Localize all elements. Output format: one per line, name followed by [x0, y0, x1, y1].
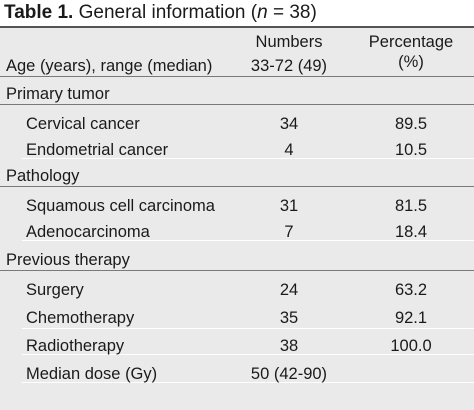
row-percentage: 63.2 — [394, 281, 428, 299]
table-row: Pathology — [0, 164, 474, 188]
row-label: Cervical cancer — [26, 115, 140, 133]
row-label: Squamous cell carcinoma — [26, 197, 215, 215]
row-label: Median dose (Gy) — [26, 365, 158, 383]
row-percentage: 92.1 — [394, 309, 428, 327]
row-number: 50 (42-90) — [250, 365, 328, 383]
table-label: Table 1. — [4, 2, 74, 23]
row-label: Chemotherapy — [26, 309, 135, 327]
column-header-percentage-line2: (%) — [398, 53, 424, 71]
table-row: Median dose (Gy) 50 (42-90) — [0, 362, 474, 386]
row-label: Previous therapy — [6, 251, 130, 269]
group-divider — [0, 186, 474, 187]
row-label: Endometrial cancer — [26, 141, 169, 159]
column-header-percentage: Percentage (%) — [352, 32, 470, 72]
row-number: 4 — [284, 141, 294, 159]
table-row: Primary tumor — [0, 82, 474, 106]
row-label: Primary tumor — [6, 85, 110, 103]
row-label: Surgery — [26, 281, 84, 299]
group-divider — [0, 76, 474, 77]
row-number: 34 — [279, 115, 299, 133]
caption-text-after: = 38) — [267, 2, 317, 23]
table-row: Adenocarcinoma 7 18.4 — [0, 220, 474, 244]
row-label: Pathology — [6, 167, 80, 185]
row-label: Age (years), range (median) — [6, 57, 213, 75]
row-divider — [22, 158, 474, 159]
group-divider — [0, 270, 474, 271]
row-divider — [22, 354, 474, 355]
table-row: Radiotherapy 38 100.0 — [0, 334, 474, 358]
row-percentage: 89.5 — [394, 115, 428, 133]
caption-n-symbol: n — [257, 2, 268, 23]
table-row: Age (years), range (median) 33-72 (49) — [0, 54, 474, 78]
row-number: 33-72 (49) — [250, 57, 328, 75]
row-number: 7 — [284, 223, 294, 241]
group-divider — [0, 104, 474, 105]
row-number: 35 — [279, 309, 299, 327]
general-information-table: Numbers Percentage (%) Age (years), rang… — [0, 26, 474, 410]
row-percentage: 18.4 — [394, 223, 428, 241]
row-divider — [22, 328, 474, 329]
table-row: Squamous cell carcinoma 31 81.5 — [0, 194, 474, 218]
row-label: Adenocarcinoma — [26, 223, 150, 241]
row-divider — [22, 240, 474, 241]
row-label: Radiotherapy — [26, 337, 125, 355]
row-percentage: 10.5 — [394, 141, 428, 159]
table-row: Cervical cancer 34 89.5 — [0, 112, 474, 136]
row-percentage: 81.5 — [394, 197, 428, 215]
row-number: 24 — [279, 281, 299, 299]
column-header-percentage-line1: Percentage — [368, 33, 454, 51]
row-number: 38 — [279, 337, 299, 355]
caption-text-before: General information ( — [78, 2, 258, 23]
row-number: 31 — [279, 197, 299, 215]
table-caption: Table 1. General information (n = 38) — [4, 0, 317, 26]
row-divider — [22, 382, 474, 383]
table-row: Surgery 24 63.2 — [0, 278, 474, 302]
table-row: Previous therapy — [0, 248, 474, 272]
column-header-numbers: Numbers — [255, 33, 323, 51]
table-row: Endometrial cancer 4 10.5 — [0, 138, 474, 162]
table-row: Chemotherapy 35 92.1 — [0, 306, 474, 330]
row-percentage: 100.0 — [390, 337, 432, 355]
